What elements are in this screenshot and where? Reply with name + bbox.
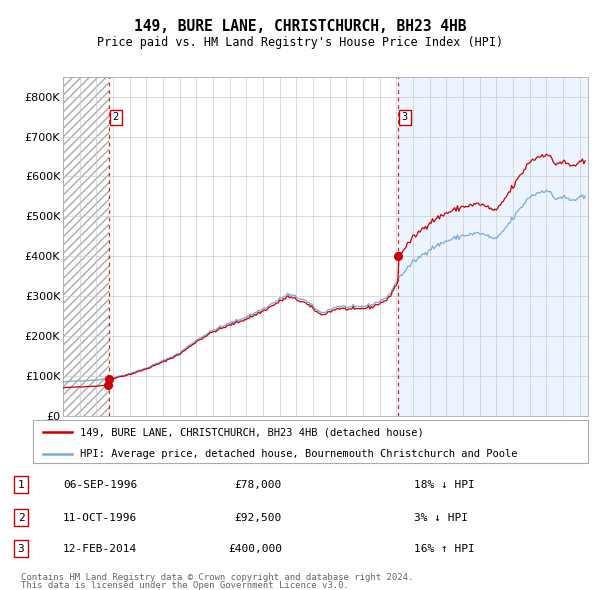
Text: £92,500: £92,500 [235, 513, 282, 523]
Text: Price paid vs. HM Land Registry's House Price Index (HPI): Price paid vs. HM Land Registry's House … [97, 36, 503, 49]
Text: 18% ↓ HPI: 18% ↓ HPI [414, 480, 475, 490]
Text: 149, BURE LANE, CHRISTCHURCH, BH23 4HB: 149, BURE LANE, CHRISTCHURCH, BH23 4HB [134, 19, 466, 34]
Text: 3: 3 [17, 544, 25, 553]
Text: 1: 1 [17, 480, 25, 490]
Text: This data is licensed under the Open Government Licence v3.0.: This data is licensed under the Open Gov… [21, 581, 349, 590]
Text: £400,000: £400,000 [228, 544, 282, 553]
Text: £78,000: £78,000 [235, 480, 282, 490]
Text: 3: 3 [401, 113, 408, 122]
Text: 149, BURE LANE, CHRISTCHURCH, BH23 4HB (detached house): 149, BURE LANE, CHRISTCHURCH, BH23 4HB (… [80, 427, 424, 437]
Text: 2: 2 [17, 513, 25, 523]
Text: Contains HM Land Registry data © Crown copyright and database right 2024.: Contains HM Land Registry data © Crown c… [21, 572, 413, 582]
Bar [63, 77, 109, 416]
Text: 11-OCT-1996: 11-OCT-1996 [63, 513, 137, 523]
Text: 2: 2 [113, 113, 119, 122]
Text: 12-FEB-2014: 12-FEB-2014 [63, 544, 137, 553]
Text: 16% ↑ HPI: 16% ↑ HPI [414, 544, 475, 553]
Bar [398, 77, 588, 416]
Text: 3% ↓ HPI: 3% ↓ HPI [414, 513, 468, 523]
Text: 06-SEP-1996: 06-SEP-1996 [63, 480, 137, 490]
Text: HPI: Average price, detached house, Bournemouth Christchurch and Poole: HPI: Average price, detached house, Bour… [80, 448, 518, 458]
